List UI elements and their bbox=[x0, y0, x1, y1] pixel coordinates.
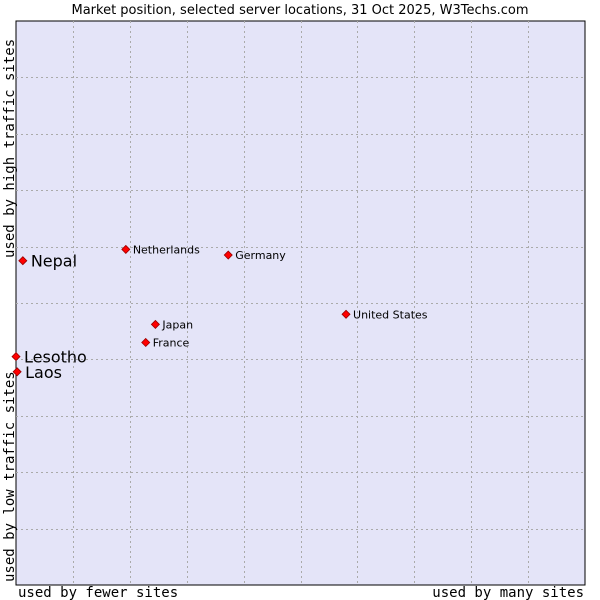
y-axis-label-bottom: used by low traffic sites bbox=[2, 371, 18, 582]
point-label-germany: Germany bbox=[235, 249, 286, 262]
point-label-netherlands: Netherlands bbox=[133, 243, 200, 256]
data-point-netherlands bbox=[121, 244, 131, 254]
x-axis-label-right: used by many sites bbox=[432, 585, 584, 600]
chart-title: Market position, selected server locatio… bbox=[71, 3, 528, 18]
plot-area bbox=[15, 20, 586, 586]
x-axis-label-left: used by fewer sites bbox=[18, 585, 178, 600]
grid-lines bbox=[16, 21, 585, 585]
data-point-france bbox=[141, 337, 151, 348]
data-point-united-states bbox=[341, 309, 351, 319]
data-point-germany bbox=[223, 250, 233, 260]
y-axis-label-top: used by high traffic sites bbox=[2, 39, 18, 258]
point-label-united-states: United States bbox=[353, 308, 428, 321]
point-label-lesotho: Lesotho bbox=[24, 348, 87, 367]
point-label-japan: Japan bbox=[161, 318, 193, 331]
data-point-laos bbox=[12, 367, 22, 377]
point-label-france: France bbox=[153, 336, 190, 349]
data-point-nepal bbox=[18, 256, 28, 266]
data-point-japan bbox=[150, 319, 160, 329]
point-label-laos: Laos bbox=[25, 363, 62, 382]
point-label-nepal: Nepal bbox=[31, 252, 77, 271]
data-point-lesotho bbox=[11, 352, 21, 362]
